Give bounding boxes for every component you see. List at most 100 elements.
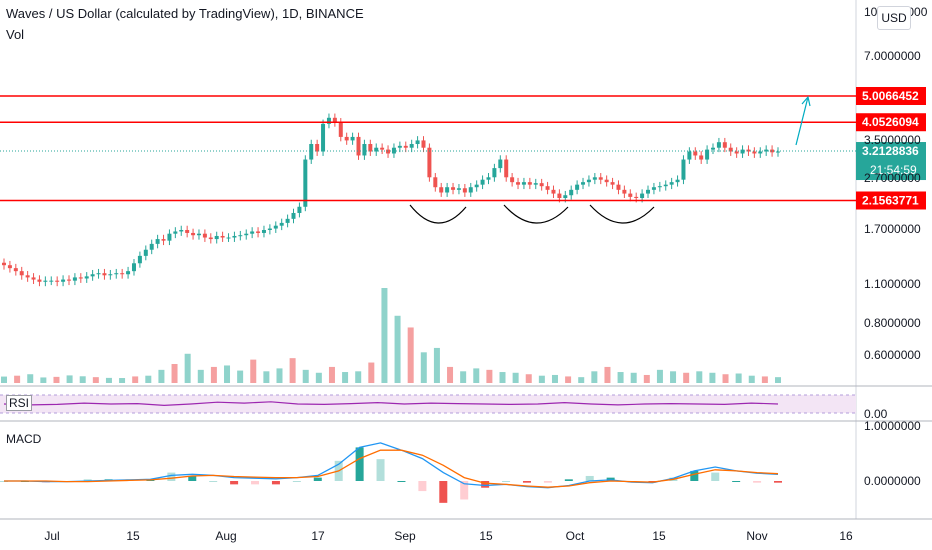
level-price-label: 4.0526094 [862, 115, 919, 129]
candle-body [462, 188, 467, 193]
candle-body [55, 280, 60, 282]
volume-bar [525, 374, 532, 383]
candle-body [764, 149, 769, 152]
candle-body [102, 273, 107, 276]
price-pane[interactable] [0, 113, 856, 287]
rsi-axis-tick: 0.00 [864, 407, 888, 421]
candle-body [374, 147, 379, 152]
time-axis-tick: Nov [746, 529, 767, 543]
volume-bar [447, 366, 454, 383]
candle-body [179, 229, 184, 232]
candle-body [362, 144, 367, 156]
volume-label: Vol [6, 27, 25, 42]
volume-bar [630, 372, 637, 383]
volume-bar [617, 372, 624, 383]
candle-body [699, 155, 704, 160]
macd-histogram-bar [188, 475, 197, 481]
candle-body [173, 231, 178, 234]
candle-body [693, 151, 698, 156]
candle-body [563, 195, 568, 199]
macd-histogram-bar [209, 481, 218, 482]
candle-body [250, 231, 255, 234]
candle-body [776, 151, 780, 153]
volume-bar [197, 369, 204, 383]
candle-body [326, 117, 331, 124]
candle-body [728, 147, 733, 152]
candle-body [510, 177, 515, 183]
candle-body [114, 273, 119, 275]
volume-bar [66, 375, 73, 383]
volume-bar [486, 369, 493, 383]
candle-body [575, 184, 580, 190]
candle-body [451, 187, 456, 190]
support-resistance-levels: 5.0066452 4.0526094 2.1563771 3.2128836 21:5… [0, 87, 926, 210]
macd-histogram-bar [711, 472, 720, 481]
candle-body [722, 142, 727, 148]
candle-body [309, 144, 314, 160]
price-axis-tick: 3.5000000 [864, 133, 921, 147]
rounded-bottom-annotation [409, 204, 467, 224]
rsi-line [3, 401, 779, 407]
volume-bar [683, 372, 690, 383]
volume-bar [276, 368, 283, 383]
candle-body [474, 184, 479, 188]
currency-button[interactable]: USD [877, 6, 911, 30]
candle-body [486, 177, 491, 180]
price-axis-tick: 7.0000000 [864, 49, 921, 63]
price-axis-tick: 1.7000000 [864, 222, 921, 236]
candle-body [321, 123, 326, 152]
candle-body [734, 151, 739, 154]
level-price-label: 5.0066452 [862, 89, 919, 103]
candle-body [504, 159, 509, 178]
candle-body [628, 193, 633, 197]
candle-body [149, 243, 154, 250]
volume-bar [158, 369, 165, 383]
candle-body [7, 265, 12, 269]
candle-body [261, 229, 266, 233]
volume-bar [473, 368, 480, 383]
candle-body [285, 218, 290, 223]
macd-pane [0, 442, 782, 503]
macd-axis-tick: 0.0000000 [864, 474, 921, 488]
last-price-badge [856, 142, 926, 181]
volume-bar [14, 375, 21, 383]
volume-bar [420, 352, 427, 383]
volume-bar [171, 364, 178, 383]
candle-body [746, 149, 751, 152]
volume-bar [722, 374, 729, 383]
candle-body [131, 263, 136, 272]
candle-body [646, 189, 651, 194]
candle-body [202, 233, 207, 238]
macd-histogram-bar [543, 481, 552, 483]
volume-bar [1, 376, 7, 383]
rounded-bottom-annotation [503, 204, 569, 224]
volume-bar [263, 371, 270, 383]
macd-histogram-bar [230, 481, 239, 485]
candle-body [108, 274, 113, 276]
candle-body [232, 235, 237, 238]
candle-body [49, 280, 54, 282]
volume-bar [119, 378, 126, 383]
candle-body [226, 237, 231, 239]
target-arrow-head [801, 95, 811, 107]
volume-bar [145, 375, 152, 383]
time-axis-tick: Jul [44, 529, 59, 543]
candle-body [297, 206, 302, 213]
volume-bar [224, 365, 231, 383]
candle-body [456, 188, 461, 190]
candle-body [716, 142, 721, 148]
candle-body [681, 159, 686, 180]
macd-histogram-bar [585, 475, 594, 481]
volume-bars [1, 288, 781, 383]
macd-histogram-bar [376, 459, 385, 481]
candle-body [421, 140, 426, 148]
volume-bar [538, 375, 545, 383]
candle-body [96, 273, 101, 275]
volume-bar [381, 288, 388, 383]
candle-body [13, 268, 18, 272]
macd-histogram-bar [481, 481, 490, 488]
candle-body [291, 212, 296, 219]
candle-body [143, 249, 148, 256]
candle-body [220, 235, 225, 238]
